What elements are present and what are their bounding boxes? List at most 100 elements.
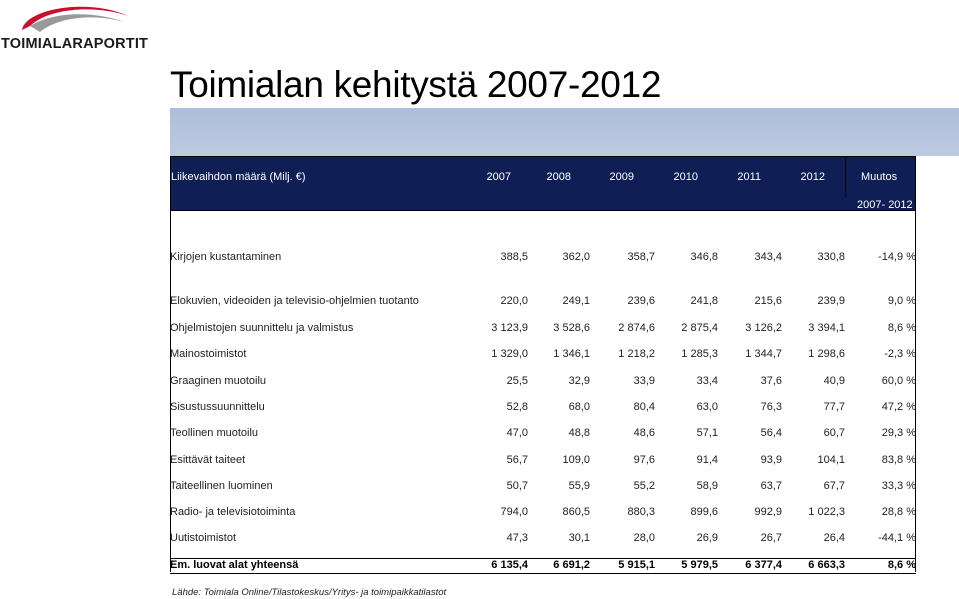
row-change: 9,0 %: [887, 295, 916, 307]
row-label: Teollinen muotoilu: [170, 427, 259, 439]
table-row: Taiteellinen luominen 50,7 55,9 55,2 58,9 63,…: [170, 480, 916, 496]
row-value-2012: 26,4: [823, 532, 845, 544]
row-value-2009: 239,6: [627, 295, 655, 307]
row-change: -44,1 %: [878, 532, 916, 544]
total-row: Em. luovat alat yhteensä 6 135,4 6 691,2…: [170, 559, 916, 575]
row-value-2009: 880,3: [627, 506, 655, 518]
header-label: Liikevaihdon määrä (Milj. €): [171, 171, 306, 183]
row-value-2011: 63,7: [760, 480, 782, 492]
row-value-2007: 56,7: [506, 454, 528, 466]
table-row: Esittävät taiteet 56,7 109,0 97,6 91,4 93,9 10…: [170, 454, 916, 470]
logo-swoosh-icon: [22, 6, 128, 32]
row-value-2011: 992,9: [754, 506, 782, 518]
row-value-2007: 25,5: [506, 375, 528, 387]
row-value-2012: 67,7: [823, 480, 845, 492]
row-value-2008: 109,0: [562, 454, 590, 466]
header-year-2010: 2010: [673, 171, 698, 183]
row-value-2010: 33,4: [696, 375, 718, 387]
row-change: -2,3 %: [884, 348, 916, 360]
row-value-2007: 47,0: [506, 427, 528, 439]
row-label: Mainostoimistot: [170, 348, 247, 360]
row-value-2012: 330,8: [817, 251, 845, 263]
row-value-2012: 60,7: [823, 427, 845, 439]
row-value-2008: 32,9: [568, 375, 590, 387]
row-value-2012: 40,9: [823, 375, 845, 387]
row-value-2009: 28,0: [633, 532, 655, 544]
row-change: 8,6 %: [887, 322, 916, 334]
row-value-2007: 47,3: [506, 532, 528, 544]
row-value-2011: 215,6: [754, 295, 782, 307]
row-value-2008: 3 528,6: [553, 322, 590, 334]
row-value-2011: 76,3: [760, 401, 782, 413]
row-label: Uutistoimistot: [170, 532, 237, 544]
header-year-2012: 2012: [800, 171, 825, 183]
table-row: Sisustussuunnittelu 52,8 68,0 80,4 63,0 76,3 7…: [170, 401, 916, 417]
row-value-2009: 97,6: [633, 454, 655, 466]
row-value-2008: 1 346,1: [553, 348, 590, 360]
row-value-2011: 37,6: [760, 375, 782, 387]
toimialaraportit-logo: TOIMIALARAPORTIT: [0, 0, 160, 56]
table-right-border: [915, 211, 916, 572]
row-value-2009: 55,2: [633, 480, 655, 492]
header-year-2011: 2011: [737, 171, 761, 183]
row-value-2012: 104,1: [817, 454, 845, 466]
table-row: Mainostoimistot 1 329,0 1 346,1 1 218,2 1 28…: [170, 348, 916, 364]
header-year-2009: 2009: [609, 171, 634, 183]
source-note: Lähde: Toimiala Online/Tilastokeskus/Yri…: [172, 587, 447, 598]
header-year-2008: 2008: [546, 171, 571, 183]
row-value-2010: 1 285,3: [681, 348, 718, 360]
row-value-2012: 77,7: [823, 401, 845, 413]
table-row: Uutistoimistot 47,3 30,1 28,0 26,9 26,7 26,4 -4…: [170, 532, 916, 548]
page-title: Toimialan kehitystä 2007-2012: [170, 64, 662, 105]
logo-text: TOIMIALARAPORTIT: [1, 36, 149, 52]
row-value-2012: 1 022,3: [808, 506, 845, 518]
row-change: 29,3 %: [881, 427, 916, 439]
total-value-2012: 6 663,3: [808, 559, 845, 571]
row-value-2008: 860,5: [562, 506, 590, 518]
header-right-strip: [916, 156, 959, 211]
row-label: Elokuvien, videoiden ja televisio-ohjelm…: [170, 295, 419, 307]
table-left-border: [170, 211, 171, 572]
row-label: Ohjelmistojen suunnittelu ja valmistus: [170, 322, 354, 334]
header-separator: [845, 157, 846, 197]
header-year-2007: 2007: [486, 171, 511, 183]
total-value-2009: 5 915,1: [618, 559, 655, 571]
row-value-2007: 388,5: [500, 251, 528, 263]
total-change: 8,6 %: [887, 559, 916, 571]
total-label: Em. luovat alat yhteensä: [170, 559, 299, 571]
row-value-2010: 91,4: [696, 454, 718, 466]
row-value-2008: 68,0: [568, 401, 590, 413]
row-label: Radio- ja televisiotoiminta: [170, 506, 296, 518]
row-value-2012: 239,9: [817, 295, 845, 307]
row-value-2008: 55,9: [568, 480, 590, 492]
row-value-2009: 2 874,6: [618, 322, 655, 334]
table-row: Graaginen muotoilu 25,5 32,9 33,9 33,4 37,6 40…: [170, 375, 916, 391]
row-value-2009: 80,4: [633, 401, 655, 413]
row-value-2010: 63,0: [696, 401, 718, 413]
table-row: Radio- ja televisiotoiminta 794,0 860,5 880…: [170, 506, 916, 522]
row-value-2011: 26,7: [760, 532, 782, 544]
header-change-period: 2007- 2012: [857, 199, 913, 211]
row-value-2009: 33,9: [633, 375, 655, 387]
row-label: Taiteellinen luominen: [170, 480, 273, 492]
table-row: Kirjojen kustantaminen 388,5 362,0 358,7 346…: [170, 251, 916, 267]
table-header: Liikevaihdon määrä (Milj. €) 2007 2008 2…: [170, 156, 916, 211]
row-value-2010: 899,6: [690, 506, 718, 518]
row-change: 83,8 %: [881, 454, 916, 466]
row-value-2007: 794,0: [500, 506, 528, 518]
row-value-2010: 58,9: [696, 480, 718, 492]
row-value-2011: 3 126,2: [745, 322, 782, 334]
header-change: Muutos: [861, 171, 898, 183]
row-label: Esittävät taiteet: [170, 454, 246, 466]
table-row: Teollinen muotoilu 47,0 48,8 48,6 57,1 56,4 60…: [170, 427, 916, 443]
row-label: Sisustussuunnittelu: [170, 401, 265, 413]
row-value-2010: 241,8: [690, 295, 718, 307]
row-value-2010: 26,9: [696, 532, 718, 544]
table-row: Ohjelmistojen suunnittelu ja valmistus 3 …: [170, 322, 916, 338]
row-value-2011: 1 344,7: [745, 348, 782, 360]
row-value-2007: 52,8: [506, 401, 528, 413]
row-label: Graaginen muotoilu: [170, 375, 267, 387]
row-value-2009: 48,6: [633, 427, 655, 439]
row-value-2011: 56,4: [760, 427, 782, 439]
row-change: 47,2 %: [881, 401, 916, 413]
